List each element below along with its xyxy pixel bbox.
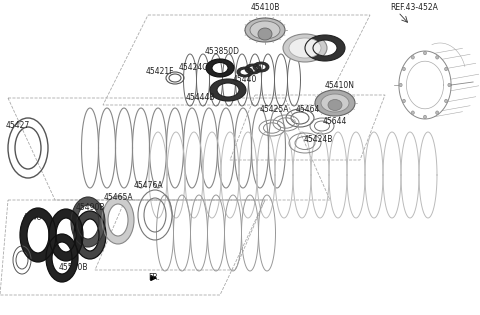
Ellipse shape — [258, 28, 272, 40]
Ellipse shape — [402, 99, 406, 103]
Ellipse shape — [448, 83, 451, 87]
Ellipse shape — [245, 18, 285, 42]
Ellipse shape — [402, 67, 406, 71]
Ellipse shape — [289, 38, 321, 58]
Ellipse shape — [444, 99, 447, 103]
Text: 45421F: 45421F — [146, 67, 174, 77]
Polygon shape — [305, 35, 345, 61]
Ellipse shape — [321, 94, 349, 112]
Polygon shape — [49, 209, 83, 261]
Ellipse shape — [444, 67, 447, 71]
Text: 45425A: 45425A — [259, 106, 289, 114]
Ellipse shape — [399, 83, 402, 87]
Ellipse shape — [328, 100, 342, 111]
Ellipse shape — [423, 115, 427, 119]
Text: 45427: 45427 — [6, 122, 30, 130]
Text: 45476A: 45476A — [133, 180, 163, 190]
Ellipse shape — [423, 51, 427, 55]
Ellipse shape — [436, 55, 439, 59]
Text: 45440: 45440 — [233, 76, 257, 84]
Text: REF.43-452A: REF.43-452A — [390, 3, 438, 13]
Text: 45464: 45464 — [296, 106, 320, 114]
Text: 45465A: 45465A — [103, 193, 133, 203]
Text: 45424C: 45424C — [178, 64, 208, 72]
Ellipse shape — [436, 111, 439, 114]
Text: FR.: FR. — [148, 273, 160, 283]
Text: 45644: 45644 — [323, 117, 347, 127]
Text: 45444B: 45444B — [185, 94, 215, 102]
Ellipse shape — [411, 111, 414, 114]
Ellipse shape — [411, 55, 414, 59]
Polygon shape — [245, 64, 261, 74]
Polygon shape — [20, 208, 56, 262]
Text: 45490B: 45490B — [75, 203, 105, 213]
Text: 453850D: 453850D — [204, 48, 240, 56]
Polygon shape — [237, 67, 253, 77]
Polygon shape — [102, 196, 134, 244]
Polygon shape — [74, 211, 106, 259]
Ellipse shape — [283, 34, 327, 62]
Text: 45540B: 45540B — [58, 264, 88, 272]
Ellipse shape — [315, 90, 355, 116]
Polygon shape — [206, 59, 234, 77]
Polygon shape — [71, 197, 105, 247]
Polygon shape — [46, 234, 78, 282]
Polygon shape — [210, 79, 246, 101]
Text: 45484: 45484 — [23, 214, 47, 222]
Ellipse shape — [250, 21, 280, 39]
Text: 45410N: 45410N — [325, 81, 355, 89]
Text: 45424B: 45424B — [303, 135, 333, 145]
Text: 45410B: 45410B — [250, 3, 280, 13]
Polygon shape — [253, 62, 269, 72]
